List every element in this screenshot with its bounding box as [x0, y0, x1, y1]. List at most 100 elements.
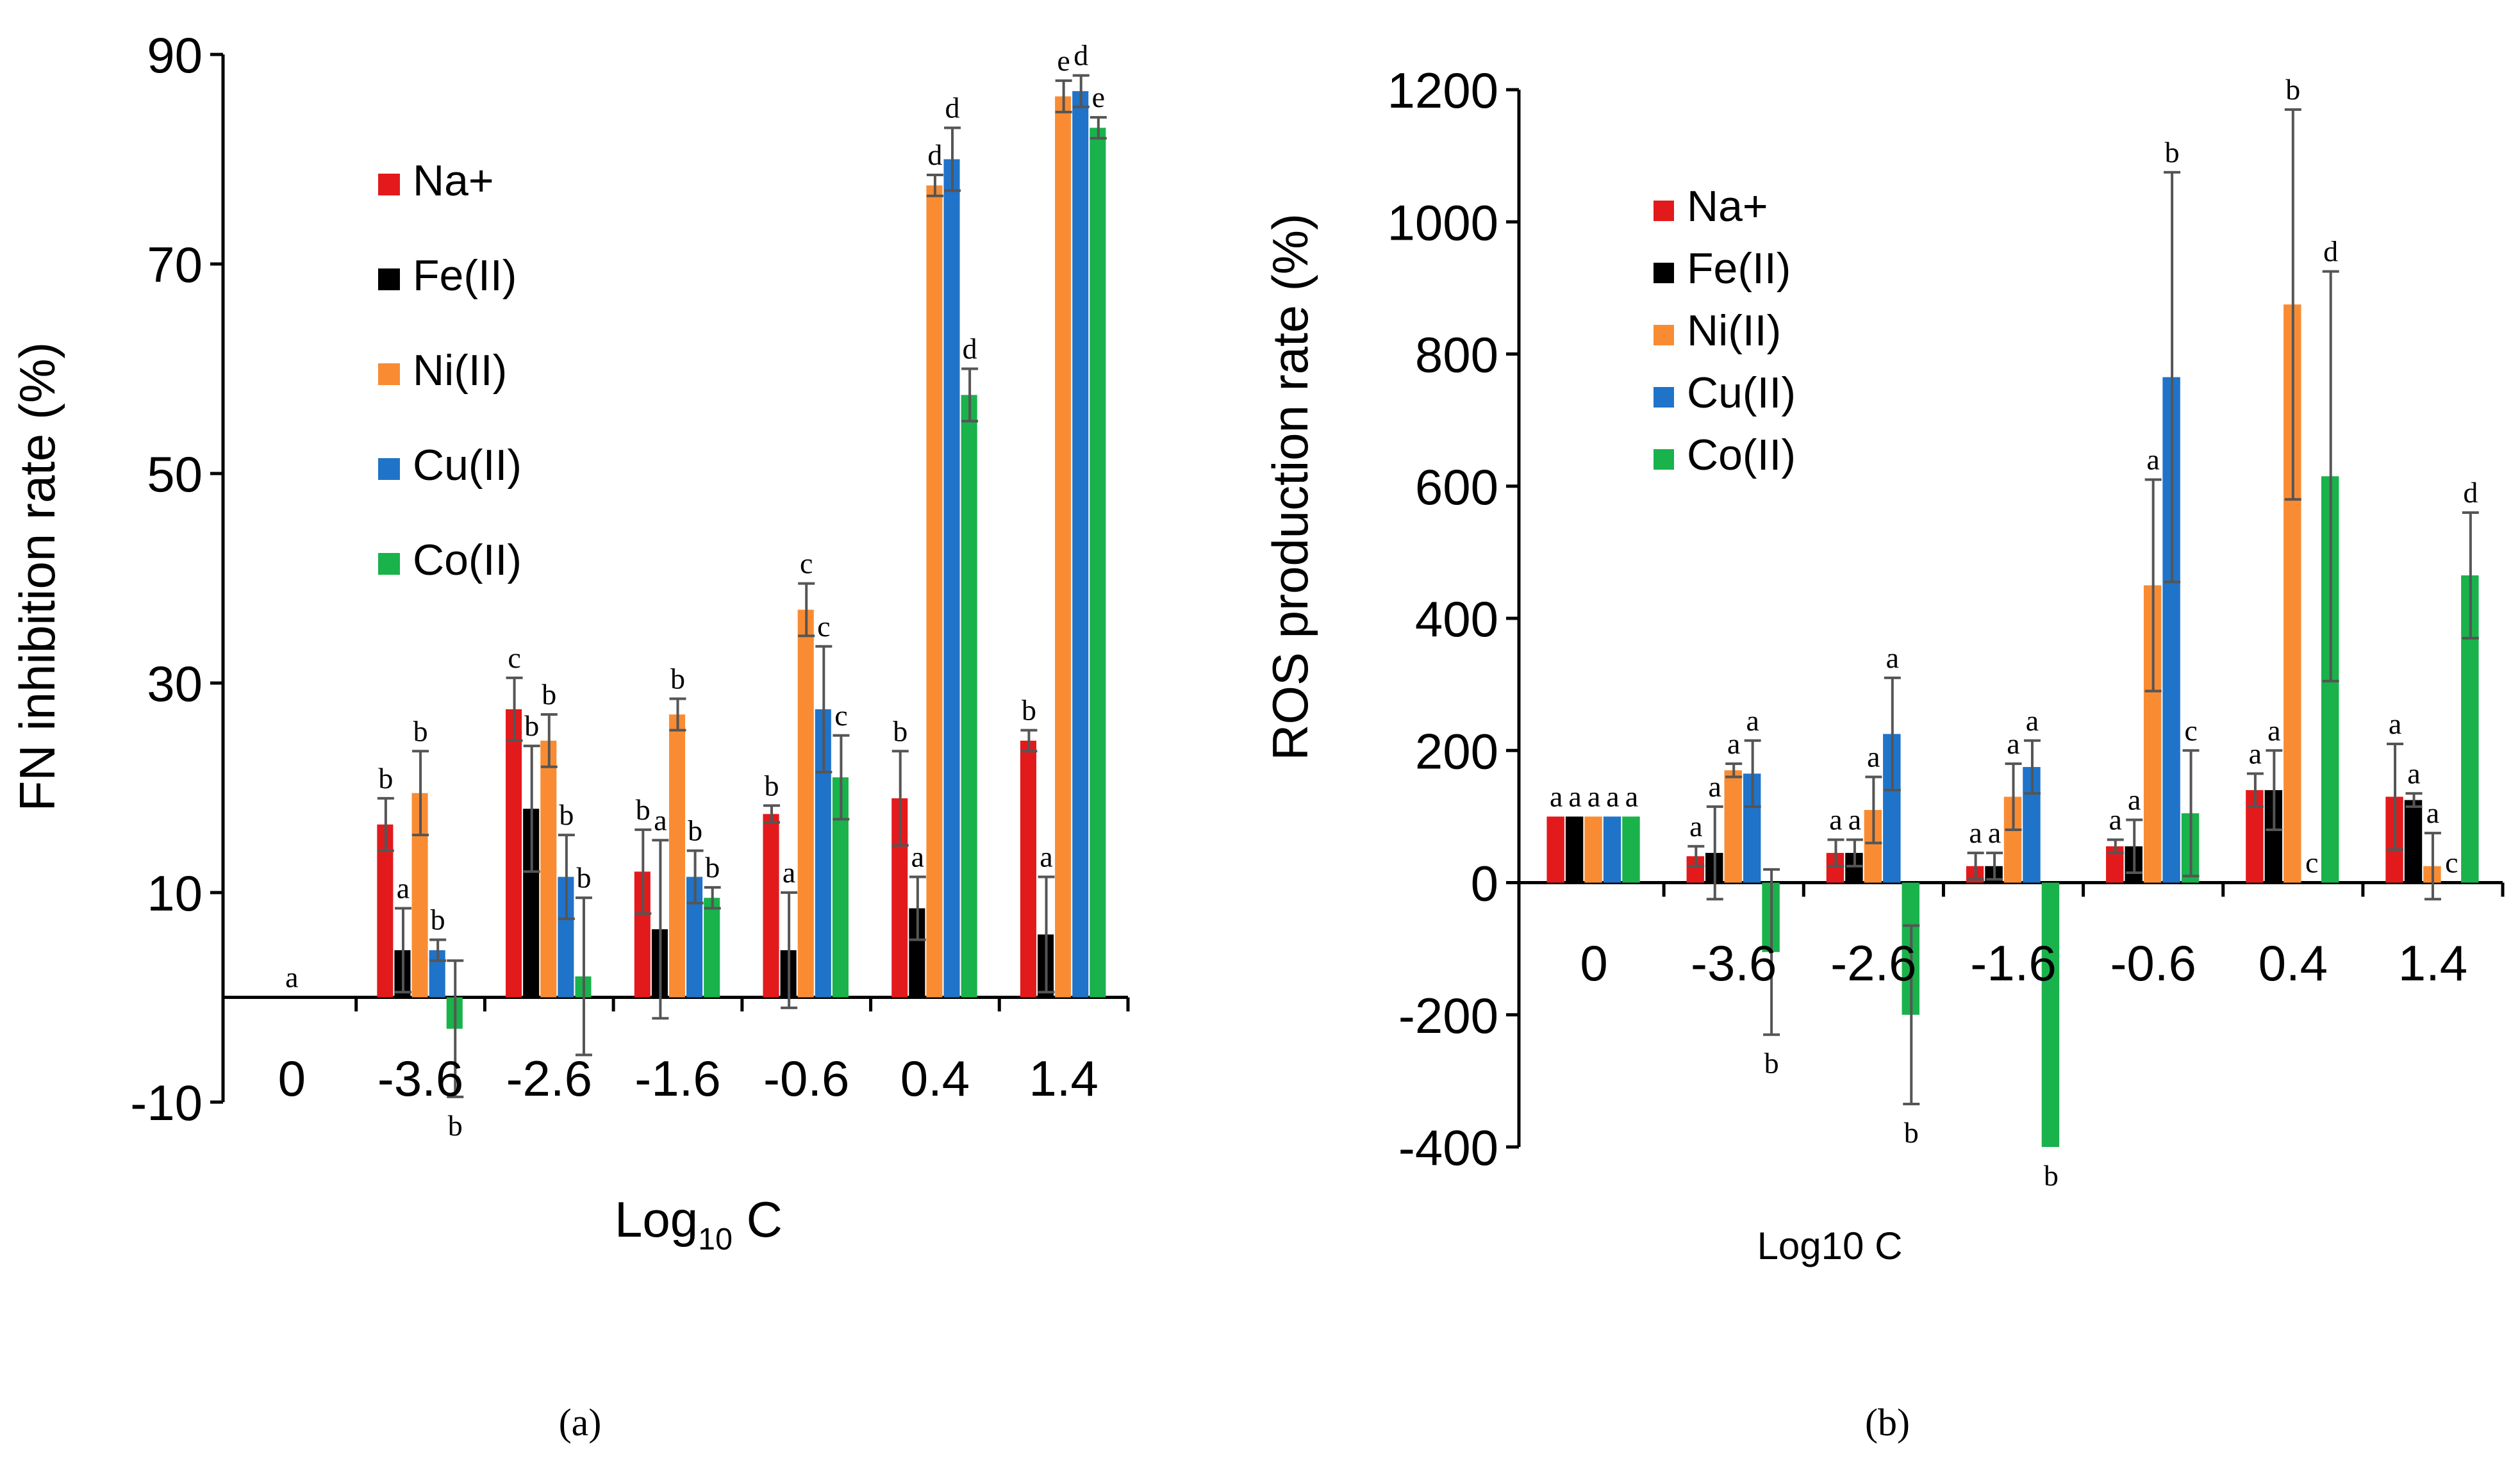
- significance-label: a: [911, 840, 924, 873]
- legend-label: Ni(II): [1687, 306, 1781, 355]
- bar: [540, 740, 557, 998]
- y-tick-label: 30: [147, 655, 203, 712]
- significance-label: e: [1092, 81, 1105, 113]
- bar: [943, 159, 960, 998]
- significance-label: a: [1625, 780, 1638, 812]
- significance-label: d: [2463, 476, 2478, 509]
- significance-label: c: [817, 610, 830, 643]
- bar: [1090, 128, 1106, 998]
- legend-swatch: [378, 363, 400, 385]
- significance-label: a: [1689, 810, 1702, 843]
- significance-label: a: [1867, 741, 1880, 773]
- x-tick-label: 0.4: [2259, 935, 2328, 991]
- x-tick-label: -3.6: [1691, 935, 1777, 991]
- x-axis-title-main: Log: [615, 1191, 698, 1248]
- x-tick-label: 0: [278, 1050, 306, 1107]
- significance-label: a: [2146, 443, 2159, 475]
- x-tick-label: 1.4: [1029, 1050, 1098, 1107]
- x-tick-label: -2.6: [506, 1050, 592, 1107]
- legend-swatch: [378, 268, 400, 290]
- significance-label: b: [413, 714, 428, 747]
- significance-label: a: [1848, 803, 1861, 836]
- legend-label: Fe(II): [1687, 244, 1791, 293]
- caption-a: (a): [559, 1401, 602, 1444]
- significance-label: a: [2389, 707, 2401, 740]
- significance-label: a: [1040, 840, 1052, 873]
- legend-label: Na+: [1687, 182, 1768, 231]
- significance-label: a: [1969, 816, 1982, 849]
- x-tick-label: 1.4: [2398, 935, 2467, 991]
- significance-label: d: [945, 91, 960, 124]
- significance-label: b: [2285, 73, 2300, 106]
- x-tick-label: -1.6: [634, 1050, 720, 1107]
- caption-b: (b): [1865, 1401, 1910, 1444]
- y-tick-label: 800: [1415, 327, 1498, 383]
- significance-label: a: [2026, 704, 2039, 737]
- x-axis-title: Log10 C: [1757, 1224, 1903, 1267]
- y-tick-label: 1200: [1387, 62, 1498, 119]
- significance-label: b: [765, 769, 779, 802]
- y-tick-label: -10: [130, 1075, 203, 1131]
- significance-label: d: [1073, 39, 1088, 72]
- x-axis-title-tail: C: [733, 1191, 783, 1248]
- significance-label: a: [1606, 780, 1619, 812]
- bar: [797, 609, 814, 998]
- legend-swatch: [378, 553, 400, 575]
- significance-label: a: [2249, 737, 2262, 770]
- significance-label: b: [1022, 694, 1036, 727]
- significance-label: a: [1709, 770, 1721, 803]
- significance-label: b: [559, 798, 574, 831]
- y-tick-label: 0: [1471, 855, 1498, 912]
- x-axis-title: Log10 C: [615, 1191, 783, 1257]
- bar: [704, 898, 720, 998]
- significance-label: b: [524, 709, 539, 742]
- bar: [2041, 882, 2060, 1147]
- legend-label: Cu(II): [1687, 368, 1796, 417]
- legend-swatch: [1654, 201, 1674, 221]
- significance-label: a: [2007, 727, 2019, 760]
- bar: [1622, 816, 1640, 883]
- legend-swatch: [378, 458, 400, 480]
- x-axis-title-subscript: 10: [698, 1222, 733, 1257]
- significance-label: b: [1904, 1116, 1919, 1149]
- significance-label: d: [927, 138, 942, 171]
- y-tick-label: -400: [1398, 1119, 1498, 1176]
- significance-label: b: [448, 1109, 463, 1142]
- significance-label: b: [576, 861, 591, 894]
- significance-label: a: [2128, 784, 2141, 816]
- legend-label: Fe(II): [413, 251, 517, 300]
- legend-swatch: [1654, 449, 1674, 470]
- significance-label: d: [2323, 235, 2338, 268]
- y-tick-label: 1000: [1387, 194, 1498, 251]
- significance-label: a: [2267, 714, 2280, 746]
- significance-label: d: [963, 333, 977, 365]
- legend-label: Cu(II): [413, 441, 522, 490]
- significance-label: a: [1829, 803, 1842, 836]
- bar: [2404, 800, 2423, 883]
- significance-label: c: [2305, 846, 2318, 879]
- bar: [763, 814, 779, 998]
- y-tick-label: 50: [147, 446, 203, 502]
- significance-label: a: [1568, 780, 1581, 812]
- bar: [377, 824, 394, 998]
- significance-label: b: [670, 663, 685, 695]
- x-tick-label: -0.6: [763, 1050, 849, 1107]
- x-tick-label: -3.6: [377, 1050, 463, 1107]
- y-tick-label: -200: [1398, 987, 1498, 1044]
- x-tick-label: -0.6: [2110, 935, 2196, 991]
- significance-label: b: [636, 793, 651, 826]
- x-tick-label: 0.4: [900, 1050, 970, 1107]
- significance-label: a: [1886, 641, 1899, 674]
- y-tick-label: 600: [1415, 459, 1498, 515]
- legend-label: Ni(II): [413, 346, 507, 395]
- significance-label: c: [2184, 714, 2197, 746]
- significance-label: c: [2445, 846, 2458, 879]
- significance-label: c: [834, 699, 847, 732]
- legend-swatch: [1654, 387, 1674, 408]
- significance-label: a: [783, 856, 795, 889]
- bar: [1724, 770, 1742, 883]
- significance-label: a: [2426, 796, 2439, 829]
- legend-label: Co(II): [413, 536, 522, 584]
- bar: [1584, 816, 1602, 883]
